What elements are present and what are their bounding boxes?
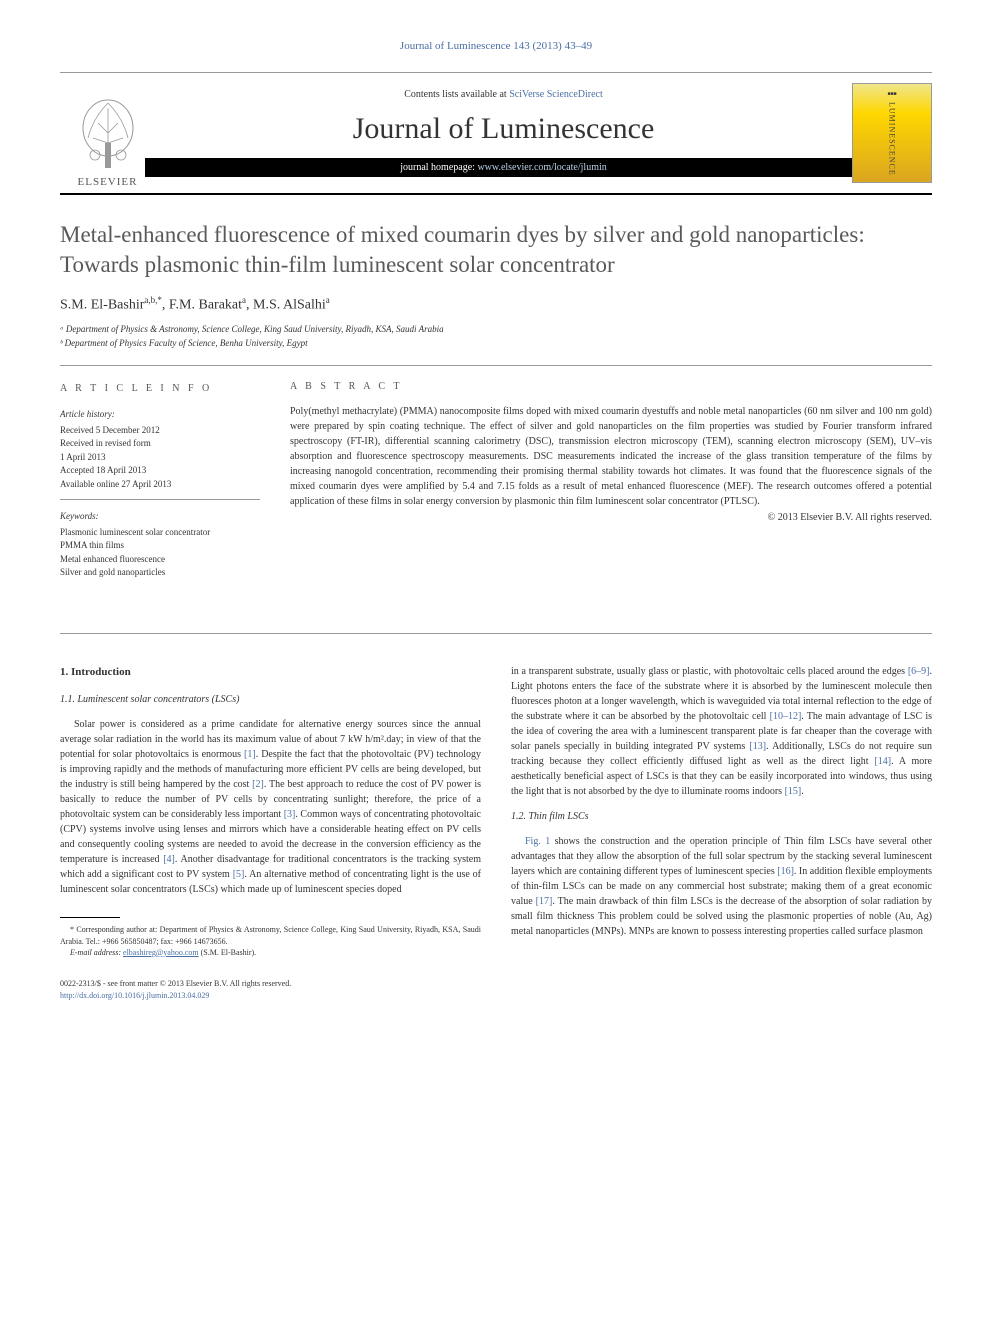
footnote-separator [60, 917, 120, 918]
left-column: 1. Introduction 1.1. Luminescent solar c… [60, 664, 481, 1002]
footer-meta: 0022-2313/$ - see front matter © 2013 El… [60, 978, 481, 1002]
homepage-link[interactable]: www.elsevier.com/locate/jlumin [477, 162, 606, 173]
author-email-link[interactable]: elbashireg@yahoo.com [123, 948, 199, 957]
ref-15[interactable]: [15] [785, 786, 802, 797]
publisher-logo[interactable]: ELSEVIER [60, 73, 155, 193]
issn-line: 0022-2313/$ - see front matter © 2013 El… [60, 978, 481, 990]
journal-ref-header[interactable]: Journal of Luminescence 143 (2013) 43–49 [60, 40, 932, 52]
info-abstract-row: A R T I C L E I N F O Article history: R… [60, 381, 932, 598]
article-info-sidebar: A R T I C L E I N F O Article history: R… [60, 381, 260, 598]
paragraph-2: in a transparent substrate, usually glas… [511, 664, 932, 799]
ref-16[interactable]: [16] [777, 866, 794, 877]
homepage-bar: journal homepage: www.elsevier.com/locat… [145, 158, 862, 177]
authors-line: S.M. El-Bashira,b,*, F.M. Barakata, M.S.… [60, 295, 932, 314]
section-1-heading: 1. Introduction [60, 664, 481, 681]
keywords-block: Keywords: Plasmonic luminescent solar co… [60, 510, 260, 588]
ref-13[interactable]: [13] [749, 741, 766, 752]
ref-1[interactable]: [1] [244, 749, 256, 760]
ref-6-9[interactable]: [6–9] [908, 666, 930, 677]
ref-10-12[interactable]: [10–12] [770, 711, 802, 722]
right-column: in a transparent substrate, usually glas… [511, 664, 932, 1002]
article-title: Metal-enhanced fluorescence of mixed cou… [60, 220, 932, 280]
body-two-column: 1. Introduction 1.1. Luminescent solar c… [60, 664, 932, 1002]
abstract-column: A B S T R A C T Poly(methyl methacrylate… [290, 381, 932, 598]
author-1[interactable]: S.M. El-Bashir [60, 297, 144, 312]
abstract-text: Poly(methyl methacrylate) (PMMA) nanocom… [290, 404, 932, 509]
banner-center: Contents lists available at SciVerse Sci… [155, 79, 852, 187]
paragraph-1: Solar power is considered as a prime can… [60, 717, 481, 897]
subsection-1-2-heading: 1.2. Thin film LSCs [511, 809, 932, 824]
ref-4[interactable]: [4] [163, 854, 175, 865]
abstract-heading: A B S T R A C T [290, 381, 932, 392]
doi-link[interactable]: http://dx.doi.org/10.1016/j.jlumin.2013.… [60, 991, 209, 1000]
author-3[interactable]: , M.S. AlSalhi [246, 297, 326, 312]
affiliation-b: ᵇ Department of Physics Faculty of Scien… [60, 337, 932, 351]
publisher-name: ELSEVIER [78, 176, 138, 188]
journal-cover-thumbnail[interactable]: ■■■ LUMINESCENCE [852, 83, 932, 183]
abstract-copyright: © 2013 Elsevier B.V. All rights reserved… [290, 512, 932, 523]
article-history-block: Article history: Received 5 December 201… [60, 408, 260, 500]
sciencedirect-link[interactable]: SciVerse ScienceDirect [509, 89, 603, 100]
corresponding-author-footnote: * Corresponding author at: Department of… [60, 924, 481, 946]
subsection-1-1-heading: 1.1. Luminescent solar concentrators (LS… [60, 692, 481, 707]
elsevier-tree-icon [73, 93, 143, 173]
contents-available-line: Contents lists available at SciVerse Sci… [155, 89, 852, 100]
ref-14[interactable]: [14] [874, 756, 891, 767]
journal-name: Journal of Luminescence [155, 112, 852, 146]
article-info-heading: A R T I C L E I N F O [60, 381, 260, 396]
ref-5[interactable]: [5] [233, 869, 245, 880]
section-divider [60, 633, 932, 634]
affiliation-a: ᵃ Department of Physics & Astronomy, Sci… [60, 323, 932, 337]
paragraph-3: Fig. 1 shows the construction and the op… [511, 834, 932, 939]
affiliations: ᵃ Department of Physics & Astronomy, Sci… [60, 323, 932, 366]
email-footnote: E-mail address: elbashireg@yahoo.com (S.… [60, 947, 481, 958]
ref-3[interactable]: [3] [284, 809, 296, 820]
ref-2[interactable]: [2] [252, 779, 264, 790]
author-2[interactable]: , F.M. Barakat [162, 297, 242, 312]
journal-banner: ELSEVIER Contents lists available at Sci… [60, 72, 932, 195]
fig-1-ref[interactable]: Fig. 1 [525, 836, 550, 847]
ref-17[interactable]: [17] [536, 896, 553, 907]
